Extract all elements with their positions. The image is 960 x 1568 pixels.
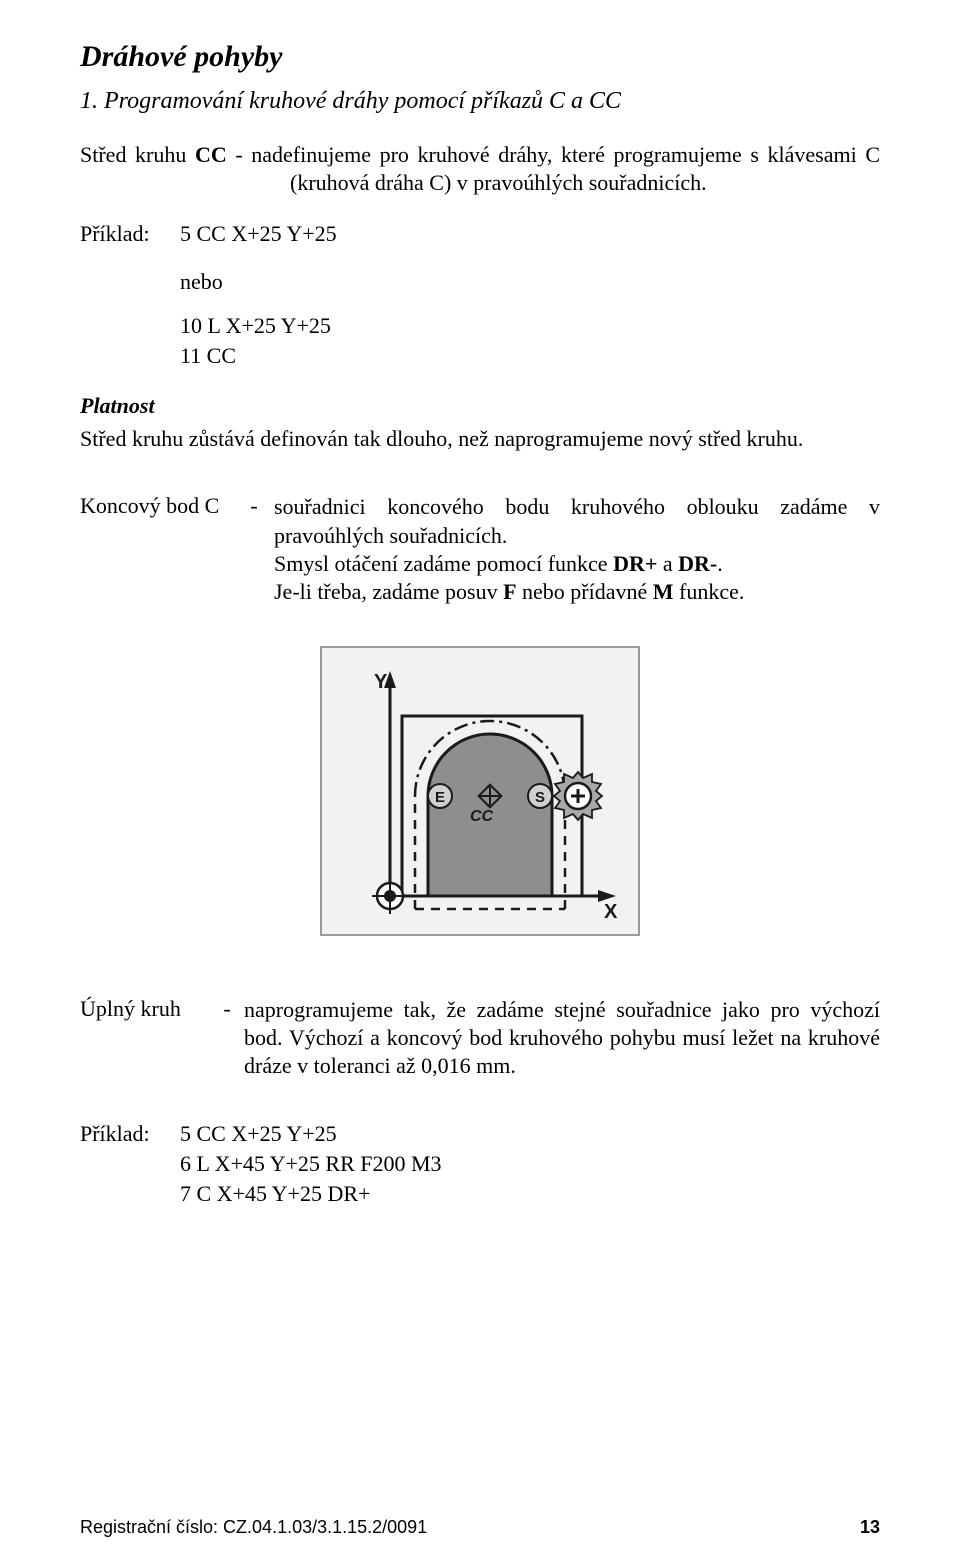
example-1b-line1: 10 L X+25 Y+25: [180, 313, 880, 339]
example-2-line2: 6 L X+45 Y+25 RR F200 M3: [180, 1151, 880, 1177]
koncovy-line3-mid: nebo přídavné: [517, 579, 653, 604]
example-label-2: Příklad:: [80, 1121, 180, 1211]
uplny-row: Úplný kruh - naprogramujeme tak, že zadá…: [80, 996, 880, 1080]
svg-text:Y: Y: [374, 671, 388, 693]
example-1b-line2: 11 CC: [180, 343, 880, 369]
uplny-text: naprogramujeme tak, že zadáme stejné sou…: [244, 996, 880, 1080]
example-2-line1: 5 CC X+25 Y+25: [180, 1121, 880, 1147]
heading-section: 1. Programování kruhové dráhy pomocí pří…: [80, 88, 880, 115]
footer-registration: Registrační číslo: CZ.04.1.03/3.1.15.2/0…: [80, 1517, 427, 1538]
koncovy-f: F: [503, 579, 516, 604]
example-1: Příklad: 5 CC X+25 Y+25: [80, 221, 880, 247]
koncovy-line2-mid: a: [657, 551, 678, 576]
figure-container: E S Y X CC: [80, 646, 880, 936]
intro-paragraph: Střed kruhu CC - nadefinujeme pro kruhov…: [80, 141, 880, 197]
example-1b: 10 L X+25 Y+25 11 CC: [80, 313, 880, 369]
nebo-label: nebo: [80, 269, 880, 295]
svg-text:E: E: [435, 789, 445, 806]
example-2-code: 5 CC X+25 Y+25 6 L X+45 Y+25 RR F200 M3 …: [180, 1121, 880, 1211]
platnost-heading: Platnost: [80, 393, 880, 419]
example-1-code: 5 CC X+25 Y+25: [180, 221, 880, 247]
koncovy-line2-post: .: [717, 551, 723, 576]
svg-text:X: X: [604, 901, 618, 923]
koncovy-row: Koncový bod C - souřadnici koncového bod…: [80, 493, 880, 606]
koncovy-line1: souřadnici koncového bodu kruhového oblo…: [274, 494, 880, 547]
heading-main: Dráhové pohyby: [80, 40, 880, 74]
koncovy-label: Koncový bod C: [80, 493, 234, 606]
koncovy-line3-post: funkce.: [674, 579, 745, 604]
koncovy-dr-plus: DR+: [613, 551, 657, 576]
dash-1: -: [234, 493, 274, 606]
intro-post: - nadefinujeme pro kruhové dráhy, které …: [227, 142, 880, 195]
intro-bold-cc: CC: [195, 142, 227, 167]
dash-2: -: [210, 996, 244, 1080]
koncovy-dr-minus: DR-: [678, 551, 717, 576]
example-2-line3: 7 C X+45 Y+25 DR+: [180, 1181, 880, 1207]
page-footer: Registrační číslo: CZ.04.1.03/3.1.15.2/0…: [80, 1517, 880, 1538]
svg-text:S: S: [535, 789, 545, 806]
page: Dráhové pohyby 1. Programování kruhové d…: [0, 0, 960, 1568]
koncovy-line3-pre: Je-li třeba, zadáme posuv: [274, 579, 503, 604]
koncovy-m: M: [653, 579, 674, 604]
svg-text:CC: CC: [470, 808, 494, 825]
example-2: Příklad: 5 CC X+25 Y+25 6 L X+45 Y+25 RR…: [80, 1121, 880, 1211]
uplny-label: Úplný kruh: [80, 996, 210, 1080]
koncovy-text: souřadnici koncového bodu kruhového oblo…: [274, 493, 880, 606]
platnost-text: Střed kruhu zůstává definován tak dlouho…: [80, 425, 880, 453]
example-label: Příklad:: [80, 221, 180, 247]
intro-pre: Střed kruhu: [80, 142, 195, 167]
koncovy-line2-pre: Smysl otáčení zadáme pomocí funkce: [274, 551, 613, 576]
diagram-svg: E S Y X CC: [320, 646, 640, 936]
footer-page-number: 13: [860, 1517, 880, 1538]
